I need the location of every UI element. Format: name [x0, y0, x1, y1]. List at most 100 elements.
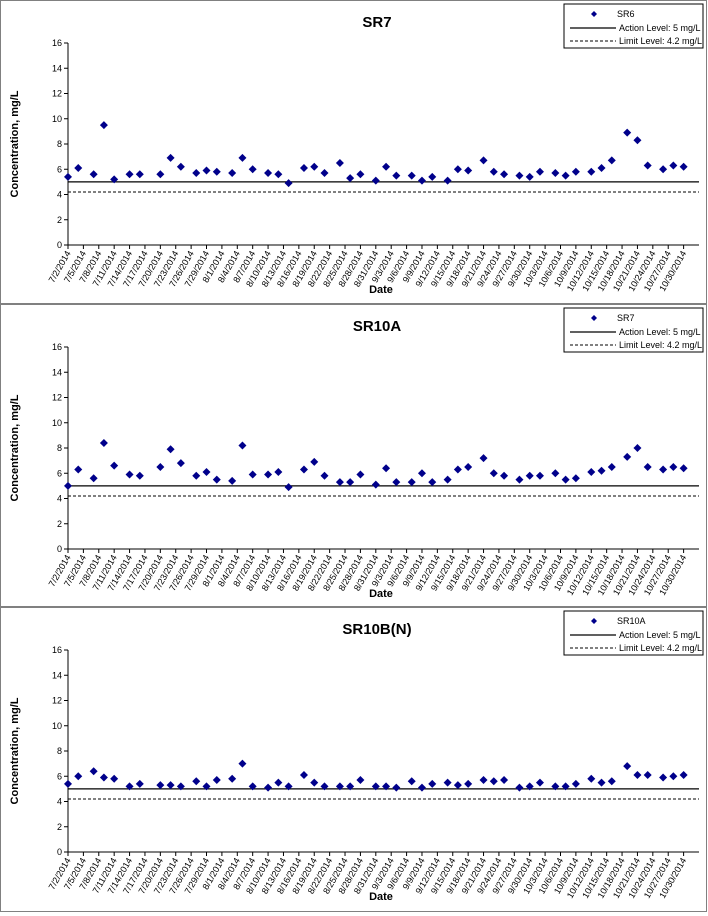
data-point [202, 467, 211, 476]
data-point [464, 462, 473, 471]
y-tick-label: 0 [57, 240, 62, 250]
data-point [382, 464, 391, 473]
data-point [489, 777, 498, 786]
data-point [346, 782, 355, 791]
data-point [125, 470, 134, 479]
y-tick-label: 8 [57, 139, 62, 149]
data-point [320, 471, 329, 480]
legend-label-series: SR6 [617, 9, 635, 19]
legend: SR6 Action Level: 5 mg/L Limit Level: 4.2 … [563, 3, 704, 49]
legend-label-series: SR10A [617, 616, 646, 626]
data-point [453, 465, 462, 474]
data-point [99, 121, 108, 130]
data-point [335, 782, 344, 791]
data-point [274, 467, 283, 476]
data-point [74, 163, 83, 172]
data-point [156, 781, 165, 790]
data-point [110, 774, 119, 783]
legend-label-action: Action Level: 5 mg/L [619, 327, 701, 337]
data-point [479, 776, 488, 785]
data-point [192, 471, 201, 480]
data-point [110, 461, 119, 470]
data-point [356, 170, 365, 179]
data-point [500, 170, 509, 179]
data-point [135, 170, 144, 179]
y-tick-label: 16 [52, 38, 62, 48]
y-tick-label: 2 [57, 822, 62, 832]
data-point [264, 169, 273, 178]
data-point [274, 170, 283, 179]
data-point [515, 475, 524, 484]
data-point [392, 478, 401, 487]
data-point [479, 454, 488, 463]
data-point [356, 776, 365, 785]
data-point [607, 777, 616, 786]
data-point [176, 162, 185, 171]
data-point [561, 171, 570, 180]
data-point [74, 772, 83, 781]
data-point [525, 782, 534, 791]
data-point [679, 464, 688, 473]
data-point [417, 176, 426, 185]
chart-title: SR7 [362, 14, 391, 31]
y-tick-label: 4 [57, 494, 62, 504]
data-point [489, 469, 498, 478]
data-point [633, 770, 642, 779]
data-point [248, 782, 257, 791]
y-tick-label: 10 [52, 418, 62, 428]
data-point [407, 478, 416, 487]
y-tick-label: 0 [57, 544, 62, 554]
data-point [500, 776, 509, 785]
y-axis-label: Concentration, mg/L [9, 697, 21, 804]
data-point [587, 167, 596, 176]
y-tick-label: 4 [57, 797, 62, 807]
data-point [89, 767, 98, 776]
y-tick-label: 10 [52, 721, 62, 731]
data-point [89, 170, 98, 179]
data-point [371, 480, 380, 489]
data-point [571, 779, 580, 788]
y-tick-label: 4 [57, 190, 62, 200]
chart-panel-sr10bn: SR10B(N) 0 2 4 6 8 10 12 14 16 Concentration, mg/L… [0, 607, 707, 912]
data-point [238, 153, 247, 162]
data-point [597, 778, 606, 787]
data-point [99, 438, 108, 447]
data-point [335, 478, 344, 487]
data-point [623, 762, 632, 771]
data-point [443, 475, 452, 484]
data-point [679, 770, 688, 779]
y-tick-label: 6 [57, 771, 62, 781]
data-point [382, 782, 391, 791]
data-point [417, 469, 426, 478]
data-point [264, 470, 273, 479]
data-point [551, 469, 560, 478]
x-axis-label: Date [369, 891, 393, 903]
data-point [74, 465, 83, 474]
data-point [238, 441, 247, 450]
chart-sr10bn: SR10B(N) 0 2 4 6 8 10 12 14 16 Concentration, mg/L… [9, 610, 704, 903]
data-point [346, 174, 355, 183]
data-point [176, 459, 185, 468]
y-tick-label: 10 [52, 114, 62, 124]
data-point [64, 172, 72, 181]
legend-label-series: SR7 [617, 313, 635, 323]
data-point [623, 452, 632, 461]
data-point [643, 462, 652, 471]
data-point [320, 782, 329, 791]
legend-marker-icon [591, 618, 597, 624]
data-point [500, 471, 509, 480]
data-point [571, 474, 580, 483]
data-point [192, 777, 201, 786]
data-point [274, 778, 283, 787]
data-point [607, 462, 616, 471]
data-point [228, 169, 237, 178]
data-point [125, 782, 134, 791]
data-point [356, 470, 365, 479]
data-point [453, 165, 462, 174]
data-point [643, 770, 652, 779]
data-point [571, 167, 580, 176]
data-point [392, 783, 401, 792]
data-point [248, 470, 257, 479]
y-tick-label: 12 [52, 393, 62, 403]
